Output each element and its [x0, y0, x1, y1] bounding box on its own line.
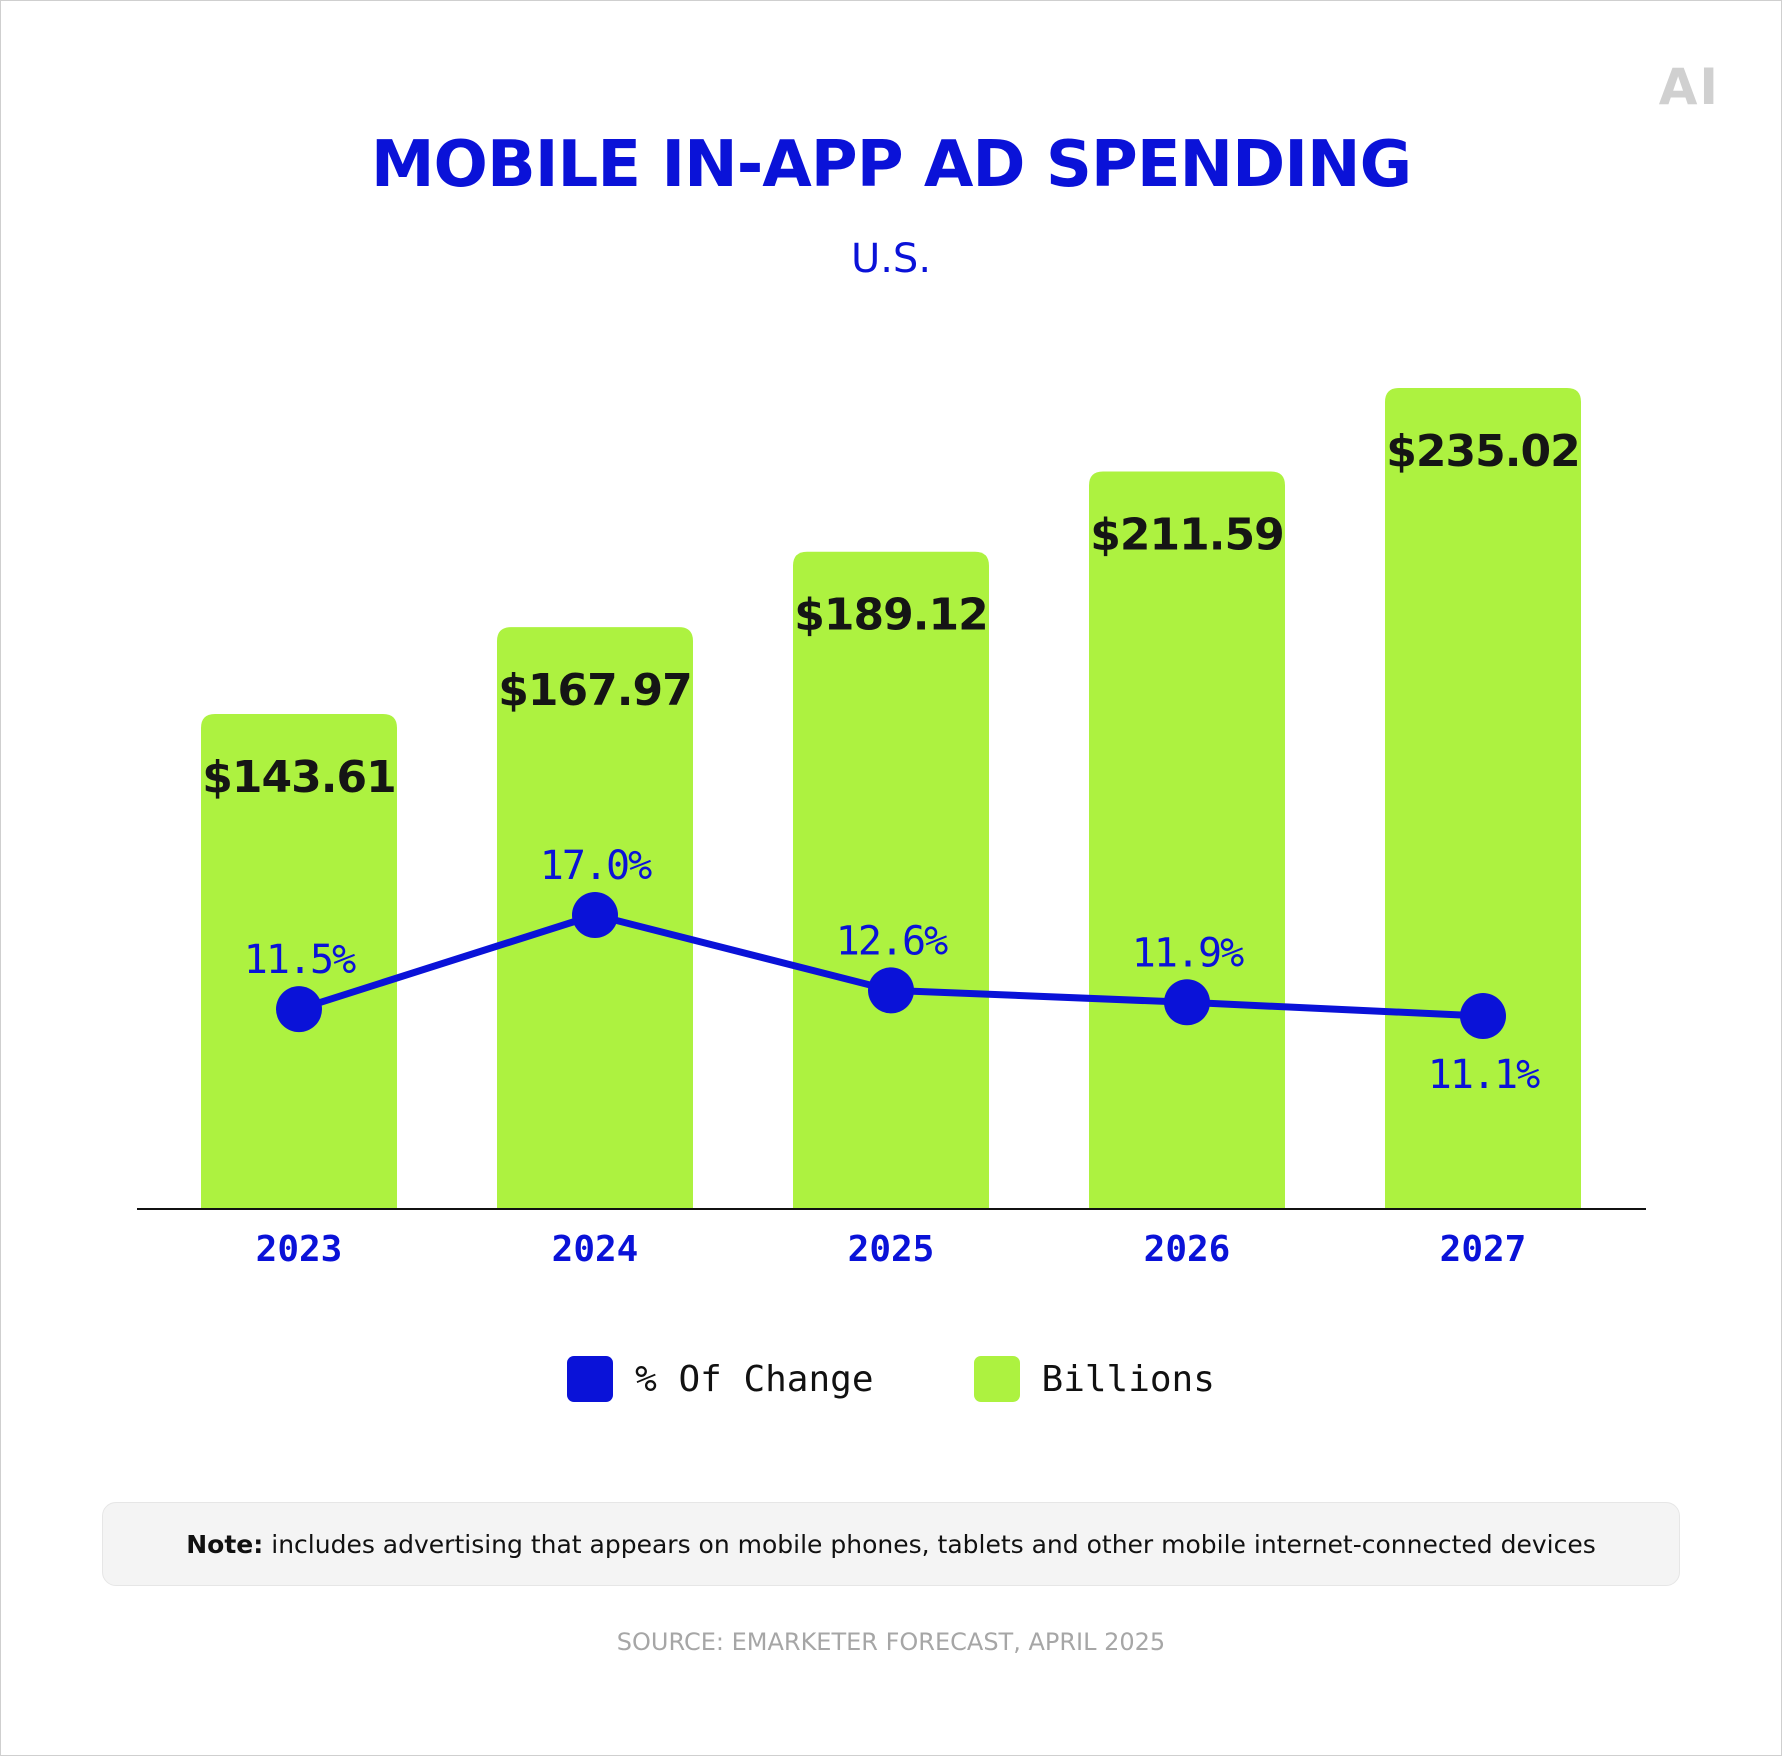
- legend-item-billions: Billions: [973, 1356, 1215, 1402]
- legend-swatch-change: [567, 1356, 614, 1402]
- chart-title: MOBILE IN-APP AD SPENDING: [370, 128, 1412, 202]
- change-label-2026: 11.9%: [1132, 930, 1244, 976]
- bar-value-label-2027: $235.02: [1386, 426, 1579, 477]
- bar-2025: [793, 551, 989, 1209]
- x-tick-label-2027: 2027: [1440, 1229, 1527, 1270]
- bar-value-label-2025: $189.12: [794, 590, 987, 641]
- x-tick-label-2025: 2025: [848, 1229, 935, 1270]
- change-point-2024: [572, 892, 618, 938]
- footnote-label: Note:: [186, 1529, 264, 1559]
- change-label-2027: 11.1%: [1428, 1052, 1540, 1098]
- brand-logo: AI: [1658, 58, 1720, 116]
- footnote-box: Note: includes advertising that appears …: [102, 1502, 1680, 1586]
- change-point-2026: [1164, 979, 1210, 1026]
- bar-value-label-2026: $211.59: [1090, 510, 1283, 561]
- combo-chart: $143.61 $167.97 $189.12 $211.59 $235.02 2023 2…: [137, 388, 1646, 1270]
- bar-2027: [1385, 388, 1581, 1209]
- legend-swatch-billions: [973, 1356, 1020, 1402]
- bar-2023: [201, 714, 397, 1209]
- footnote-text: includes advertising that appears on mob…: [271, 1529, 1596, 1559]
- x-tick-label-2023: 2023: [256, 1229, 343, 1270]
- change-label-2025: 12.6%: [836, 918, 948, 964]
- bar-2026: [1089, 471, 1285, 1209]
- legend-label-billions: Billions: [1041, 1358, 1215, 1400]
- change-label-2024: 17.0%: [540, 843, 652, 889]
- change-point-2023: [276, 986, 322, 1033]
- bar-value-label-2023: $143.61: [202, 752, 395, 803]
- legend-item-change: % Of Change: [567, 1356, 874, 1402]
- chart-legend: % Of Change Billions: [0, 1356, 1782, 1402]
- chart-subtitle: U.S.: [850, 236, 932, 282]
- legend-label-change: % Of Change: [635, 1358, 874, 1400]
- change-label-2023: 11.5%: [244, 937, 356, 983]
- x-tick-label-2024: 2024: [552, 1229, 639, 1270]
- bar-value-label-2024: $167.97: [498, 665, 691, 716]
- change-point-2025: [868, 967, 914, 1014]
- change-point-2027: [1460, 993, 1506, 1039]
- source-credit: SOURCE: EMARKETER FORECAST, APRIL 2025: [616, 1628, 1166, 1656]
- x-tick-label-2026: 2026: [1144, 1229, 1231, 1270]
